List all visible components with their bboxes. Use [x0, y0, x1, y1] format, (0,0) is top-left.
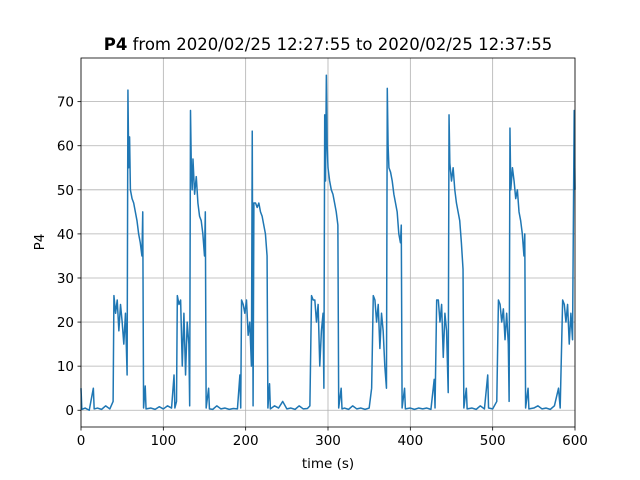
- x-tick-label: 0: [77, 433, 86, 449]
- x-axis-label: time (s): [302, 456, 354, 472]
- y-tick-label: 10: [57, 359, 74, 375]
- axes-frame: [80, 57, 576, 428]
- chart-title: P4 from 2020/02/25 12:27:55 to 2020/02/2…: [104, 35, 552, 54]
- x-tick-label: 500: [480, 433, 506, 449]
- y-tick-label: 70: [57, 95, 74, 111]
- x-tick-label: 400: [397, 433, 423, 449]
- x-tick-label: 200: [233, 433, 259, 449]
- y-tick-label: 30: [57, 271, 74, 287]
- y-tick-label: 40: [57, 227, 74, 243]
- x-tick-label: 600: [562, 433, 588, 449]
- y-axis-label: P4: [32, 234, 48, 251]
- data-line: [80, 74, 576, 411]
- y-tick-label: 0: [65, 403, 74, 419]
- y-tick-label: 50: [57, 183, 74, 199]
- x-tick-label: 100: [150, 433, 176, 449]
- y-tick-label: 20: [57, 315, 74, 331]
- title-bold: P4: [104, 35, 128, 54]
- title-text: from 2020/02/25 12:27:55 to 2020/02/25 1…: [133, 35, 553, 54]
- x-tick-label: 300: [315, 433, 341, 449]
- y-tick-label: 60: [57, 139, 74, 155]
